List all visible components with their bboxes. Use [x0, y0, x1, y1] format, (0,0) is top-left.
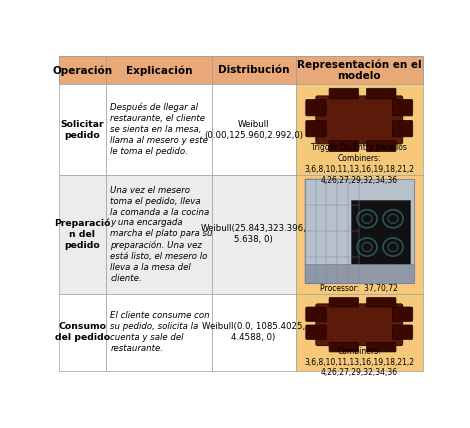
Bar	[212, 56, 296, 84]
Bar	[212, 84, 296, 175]
Bar	[59, 84, 106, 175]
Bar	[305, 298, 414, 351]
FancyBboxPatch shape	[367, 141, 396, 152]
Bar	[59, 56, 106, 84]
Bar	[296, 56, 423, 84]
Bar	[106, 84, 212, 175]
Text: Weibull(25.843,323.396,
5.638, 0): Weibull(25.843,323.396, 5.638, 0)	[201, 224, 306, 244]
FancyBboxPatch shape	[392, 307, 413, 321]
FancyBboxPatch shape	[306, 120, 326, 137]
Bar	[212, 175, 296, 294]
Bar	[106, 294, 212, 371]
FancyBboxPatch shape	[329, 342, 359, 352]
FancyBboxPatch shape	[392, 99, 413, 116]
Text: Weibull
(0.00,125.960,2.992,0): Weibull (0.00,125.960,2.992,0)	[204, 119, 303, 140]
FancyBboxPatch shape	[367, 88, 396, 99]
FancyBboxPatch shape	[306, 307, 326, 321]
FancyBboxPatch shape	[316, 96, 403, 144]
FancyBboxPatch shape	[367, 297, 396, 307]
Bar	[59, 175, 106, 294]
Text: El cliente consume con
su pedido, solicita la
cuenta y sale del
restaurante.: El cliente consume con su pedido, solici…	[110, 311, 210, 353]
Text: Operación: Operación	[52, 65, 112, 76]
Bar	[351, 200, 409, 267]
Text: Consumo
del pedido: Consumo del pedido	[55, 322, 110, 342]
FancyBboxPatch shape	[367, 342, 396, 352]
Bar	[106, 175, 212, 294]
Bar	[305, 179, 414, 283]
Text: Distribución: Distribución	[218, 65, 290, 75]
Text: Preparació
n del
pedido: Preparació n del pedido	[54, 218, 110, 250]
Bar	[59, 294, 106, 371]
Text: Weibull(0.0, 1085.4025,
4.4588, 0): Weibull(0.0, 1085.4025, 4.4588, 0)	[202, 322, 305, 342]
FancyBboxPatch shape	[392, 120, 413, 137]
FancyBboxPatch shape	[329, 297, 359, 307]
Text: Processor:  37,70,72: Processor: 37,70,72	[321, 285, 398, 294]
FancyBboxPatch shape	[392, 325, 413, 339]
Bar	[305, 264, 414, 283]
FancyBboxPatch shape	[306, 325, 326, 339]
FancyBboxPatch shape	[316, 304, 403, 345]
Bar	[305, 89, 414, 151]
Bar	[212, 294, 296, 371]
Bar	[296, 175, 423, 294]
Bar	[296, 84, 423, 175]
FancyBboxPatch shape	[329, 141, 359, 152]
Text: Representación en el
modelo: Representación en el modelo	[297, 59, 422, 81]
Text: Combiners:
3,6,8,10,11,13,16,19,18,21,2
4,26,27,29,32,34,36: Combiners: 3,6,8,10,11,13,16,19,18,21,2 …	[304, 347, 414, 377]
Text: Solicitar
pedido: Solicitar pedido	[61, 119, 104, 140]
Bar	[106, 56, 212, 84]
FancyBboxPatch shape	[329, 88, 359, 99]
Text: Trigger On Entry para los
Combiners:
3,6,8,10,11,13,16,19,18,21,2
4,26,27,29,32,: Trigger On Entry para los Combiners: 3,6…	[304, 143, 414, 184]
Text: Una vez el mesero
toma el pedido, lleva
la comanda a la cocina
y una encargada
m: Una vez el mesero toma el pedido, lleva …	[110, 186, 213, 283]
Text: Explicación: Explicación	[125, 65, 192, 76]
Bar	[296, 294, 423, 371]
Text: Después de llegar al
restaurante, el cliente
se sienta en la mesa,
llama al mese: Después de llegar al restaurante, el cli…	[110, 103, 208, 156]
FancyBboxPatch shape	[306, 99, 326, 116]
